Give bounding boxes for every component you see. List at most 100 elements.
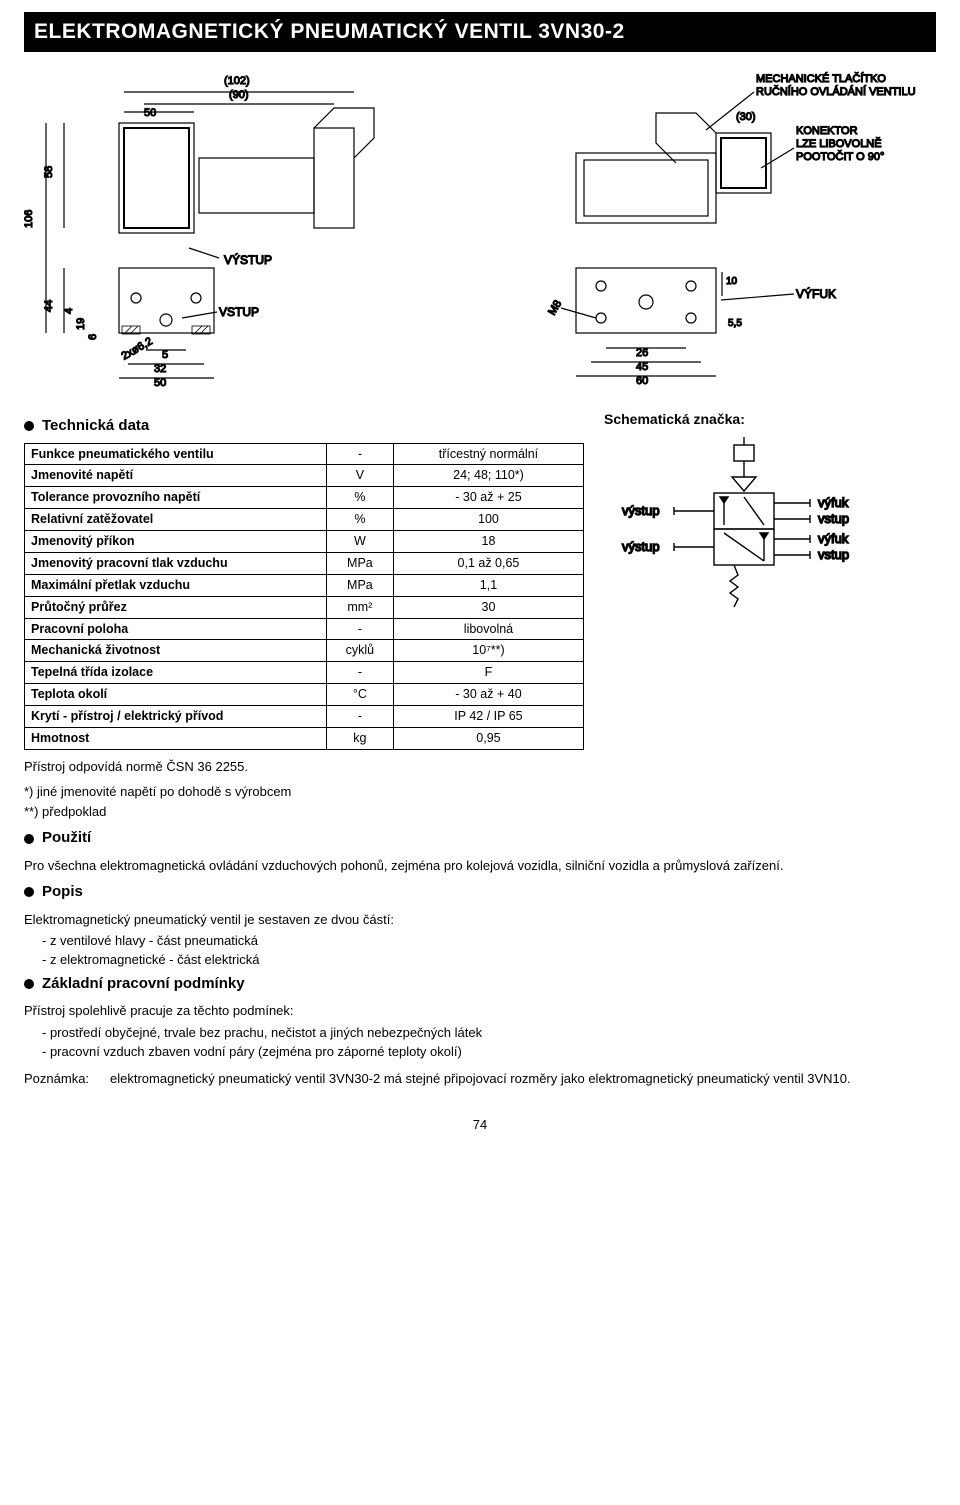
table-row: Jmenovitý příkonW18 — [25, 531, 584, 553]
dim-label: (30) — [736, 111, 756, 123]
dim-label: 4 — [63, 308, 75, 314]
page-number: 74 — [24, 1116, 936, 1134]
table-cell: Hmotnost — [25, 727, 327, 749]
table-cell: W — [326, 531, 393, 553]
table-row: Krytí - přístroj / elektrický přívod-IP … — [25, 706, 584, 728]
table-cell: % — [326, 509, 393, 531]
tech-table-body: Funkce pneumatického ventilu-třícestný n… — [25, 443, 584, 749]
dim-label: 19 — [75, 318, 87, 330]
dim-label: 44 — [43, 300, 55, 312]
table-cell: MPa — [326, 574, 393, 596]
schem-port-label: výfuk — [818, 495, 849, 510]
tech-data-table: Funkce pneumatického ventilu-třícestný n… — [24, 443, 584, 750]
table-row: Pracovní poloha-libovolná — [25, 618, 584, 640]
table-row: Jmenovité napětíV24; 48; 110*) — [25, 465, 584, 487]
use-text: Pro všechna elektromagnetická ovládání v… — [24, 857, 936, 875]
list-item: - z ventilové hlavy - část pneumatická — [42, 932, 936, 950]
schematic-symbol: výstup výstup výfuk vstup výfuk vstup — [604, 437, 874, 627]
bullet-icon — [24, 421, 34, 431]
desc-heading-text: Popis — [42, 882, 83, 902]
table-cell: V — [326, 465, 393, 487]
callout-text: RUČNÍHO OVLÁDÁNÍ VENTILU — [756, 85, 916, 98]
footnote-1: *) jiné jmenovité napětí po dohodě s výr… — [24, 783, 936, 801]
cond-items: - prostředí obyčejné, trvale bez prachu,… — [42, 1024, 936, 1060]
port-label: VÝFUK — [796, 286, 836, 301]
table-row: Maximální přetlak vzduchuMPa1,1 — [25, 574, 584, 596]
table-cell: - — [326, 443, 393, 465]
schematic-heading: Schematická značka: — [604, 410, 936, 429]
table-cell: 30 — [393, 596, 583, 618]
dim-label: 45 — [636, 361, 648, 373]
schem-port-label: výfuk — [818, 531, 849, 546]
dim-label: 5 — [162, 349, 168, 361]
dim-label: 106 — [24, 210, 35, 228]
table-cell: 0,95 — [393, 727, 583, 749]
table-cell: třícestný normální — [393, 443, 583, 465]
norm-compliance-line: Přístroj odpovídá normě ČSN 36 2255. — [24, 758, 936, 776]
page-title-bar: ELEKTROMAGNETICKÝ PNEUMATICKÝ VENTIL 3VN… — [24, 12, 936, 52]
callout-text: POOTOČIT O 90° — [796, 150, 884, 163]
bullet-icon — [24, 979, 34, 989]
table-cell: Jmenovité napětí — [25, 465, 327, 487]
table-row: Tolerance provozního napětí%- 30 až + 25 — [25, 487, 584, 509]
callout-text: LZE LIBOVOLNĚ — [796, 137, 882, 150]
table-cell: % — [326, 487, 393, 509]
table-cell: Funkce pneumatického ventilu — [25, 443, 327, 465]
tech-data-column: Technická data Funkce pneumatického vent… — [24, 410, 584, 750]
table-cell: 0,1 až 0,65 — [393, 552, 583, 574]
table-cell: Maximální přetlak vzduchu — [25, 574, 327, 596]
table-row: Hmotnostkg0,95 — [25, 727, 584, 749]
dim-label: 60 — [636, 375, 648, 387]
list-item: - prostředí obyčejné, trvale bez prachu,… — [42, 1024, 936, 1042]
table-cell: - 30 až + 40 — [393, 684, 583, 706]
dim-label: 50 — [144, 107, 156, 119]
table-row: Mechanická životnostcyklů10⁷**) — [25, 640, 584, 662]
port-label: VÝSTUP — [224, 252, 272, 267]
callout-text: MECHANICKÉ TLAČÍTKO — [756, 72, 886, 85]
dim-label: (90) — [229, 89, 249, 101]
table-row: Funkce pneumatického ventilu-třícestný n… — [25, 443, 584, 465]
table-cell: °C — [326, 684, 393, 706]
table-cell: F — [393, 662, 583, 684]
table-cell: Krytí - přístroj / elektrický přívod — [25, 706, 327, 728]
cond-heading-text: Základní pracovní podmínky — [42, 974, 245, 994]
dim-label: 58 — [43, 166, 55, 178]
bullet-icon — [24, 887, 34, 897]
schematic-column: Schematická značka: — [604, 410, 936, 631]
table-cell: libovolná — [393, 618, 583, 640]
table-cell: mm² — [326, 596, 393, 618]
side-view-drawing: MECHANICKÉ TLAČÍTKO RUČNÍHO OVLÁDÁNÍ VEN… — [506, 68, 936, 388]
table-cell: Pracovní poloha — [25, 618, 327, 640]
front-view-drawing: (102) (90) 50 106 58 44 4 19 6 — [24, 68, 454, 388]
schem-port-label: vstup — [818, 511, 849, 526]
table-cell: Relativní zatěžovatel — [25, 509, 327, 531]
table-cell: Tepelná třída izolace — [25, 662, 327, 684]
table-row: Tepelná třída izolace-F — [25, 662, 584, 684]
table-cell: Teplota okolí — [25, 684, 327, 706]
engineering-drawings: (102) (90) 50 106 58 44 4 19 6 — [24, 68, 936, 388]
callout-text: KONEKTOR — [796, 125, 858, 137]
dim-label: (102) — [224, 75, 250, 87]
page-title: ELEKTROMAGNETICKÝ PNEUMATICKÝ VENTIL 3VN… — [34, 20, 625, 43]
table-cell: 24; 48; 110*) — [393, 465, 583, 487]
table-row: Průtočný průřezmm²30 — [25, 596, 584, 618]
tech-heading-text: Technická data — [42, 416, 149, 436]
cond-heading: Základní pracovní podmínky — [24, 974, 936, 994]
desc-intro: Elektromagnetický pneumatický ventil je … — [24, 911, 936, 929]
table-cell: Jmenovitý pracovní tlak vzduchu — [25, 552, 327, 574]
note-label: Poznámka: — [24, 1070, 102, 1088]
cond-intro: Přístroj spolehlivě pracuje za těchto po… — [24, 1002, 936, 1020]
table-cell: 100 — [393, 509, 583, 531]
table-cell: 18 — [393, 531, 583, 553]
table-cell: IP 42 / IP 65 — [393, 706, 583, 728]
table-cell: 1,1 — [393, 574, 583, 596]
use-heading-text: Použití — [42, 828, 91, 848]
table-cell: MPa — [326, 552, 393, 574]
table-cell: kg — [326, 727, 393, 749]
list-item: - z elektromagnetické - část elektrická — [42, 951, 936, 969]
table-row: Relativní zatěžovatel%100 — [25, 509, 584, 531]
table-row: Jmenovitý pracovní tlak vzduchuMPa0,1 až… — [25, 552, 584, 574]
note-row: Poznámka: elektromagnetický pneumatický … — [24, 1070, 936, 1088]
schem-port-label: výstup — [622, 539, 660, 554]
dim-label: 26 — [636, 347, 648, 359]
